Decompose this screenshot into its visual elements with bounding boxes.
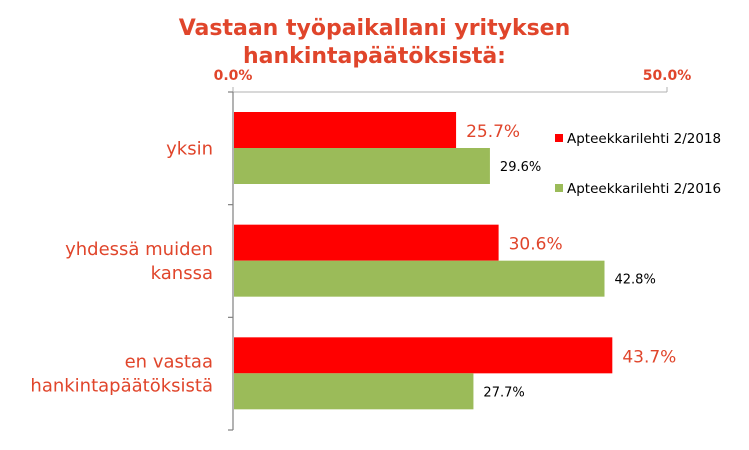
data-label: 43.7% [622, 347, 676, 367]
chart-title-line-1: Vastaan työpaikallani yrityksen [178, 16, 571, 41]
bar-2016 [234, 148, 490, 184]
bar-2018 [234, 224, 499, 261]
category-label: yhdessä muiden [65, 239, 213, 260]
bar-2018 [234, 337, 613, 374]
x-tick-label: 50.0% [643, 68, 692, 84]
bar-2016 [234, 373, 474, 410]
bar-2018 [234, 112, 457, 148]
data-label: 25.7% [466, 122, 520, 142]
data-label: 29.6% [500, 160, 541, 175]
legend-swatch [555, 134, 563, 142]
category-label: kanssa [151, 263, 213, 284]
category-label: yksin [166, 138, 213, 159]
category-label: hankintapäätöksistä [30, 376, 213, 397]
chart-title-line-2: hankintapäätöksistä: [243, 44, 506, 69]
legend-label: Apteekkarilehti 2/2018 [567, 131, 721, 147]
bar-2016 [234, 260, 605, 297]
data-label: 27.7% [483, 385, 524, 400]
data-label: 42.8% [615, 273, 656, 288]
legend-swatch [555, 184, 563, 192]
x-tick-label: 0.0% [214, 68, 253, 84]
legend-label: Apteekkarilehti 2/2016 [567, 181, 721, 197]
data-label: 30.6% [509, 235, 563, 255]
category-label: en vastaa [125, 352, 213, 373]
